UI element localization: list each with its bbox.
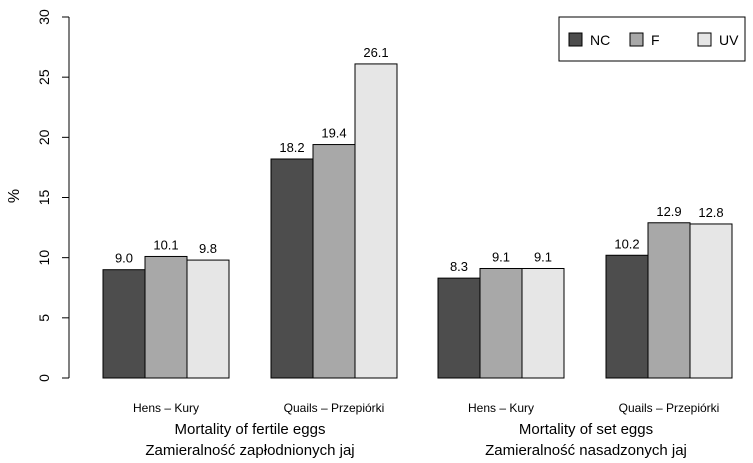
bar-f [480,268,522,378]
bar-uv [522,268,564,378]
group-label: Hens – Kury [133,401,199,415]
section-title: Mortality of set eggs [519,421,653,438]
legend-label: UV [719,32,739,48]
bar-uv [355,64,397,378]
bar-value-label: 12.9 [656,204,681,219]
bar-value-label: 18.2 [279,140,304,155]
bars [103,64,732,378]
group-label: Hens – Kury [468,401,534,415]
y-tick-label: 5 [36,314,52,322]
y-axis: 0 5 10 15 20 25 30 [36,9,69,382]
value-labels: 9.0 10.1 9.8 18.2 19.4 26.1 8.3 9.1 9.1 10.2 12.9 1… [115,45,724,274]
y-tick-label: 20 [36,129,52,145]
legend-label: F [651,32,660,48]
group-label: Quails – Przepiórki [284,401,385,415]
bar-value-label: 9.8 [199,241,217,256]
bar-value-label: 8.3 [450,259,468,274]
y-tick-label: 30 [36,9,52,25]
bar-value-label: 9.0 [115,251,133,266]
bar-f [145,256,187,378]
legend-label: NC [590,32,610,48]
bar-value-label: 9.1 [492,249,510,264]
group-label: Quails – Przepiórki [619,401,720,415]
bar-value-label: 9.1 [534,249,552,264]
bar-value-label: 10.1 [153,237,178,252]
legend: NC F UV [559,17,745,61]
bar-f [313,145,355,378]
bar-value-label: 10.2 [614,236,639,251]
bar-nc [103,270,145,378]
bar-value-label: 19.4 [321,126,346,141]
section-subtitle: Zamieralność nasadzonych jaj [485,442,687,459]
y-tick-label: 15 [36,190,52,206]
y-tick-label: 25 [36,69,52,85]
legend-swatch-f [630,33,643,46]
section-subtitle: Zamieralność zapłodnionych jaj [145,442,354,459]
y-tick-label: 10 [36,250,52,266]
y-axis-label: % [6,189,23,203]
bar-uv [187,260,229,378]
bar-nc [438,278,480,378]
legend-swatch-uv [698,33,711,46]
section-labels: Mortality of fertile eggs Zamieralność za… [145,421,687,459]
bar-nc [271,159,313,378]
bar-value-label: 26.1 [363,45,388,60]
bar-nc [606,255,648,378]
legend-swatch-nc [569,33,582,46]
y-tick-label: 0 [36,374,52,382]
group-labels: Hens – Kury Quails – Przepiórki Hens – Kur… [133,401,719,415]
section-title: Mortality of fertile eggs [175,421,326,438]
bar-uv [690,224,732,378]
bar-value-label: 12.8 [698,205,723,220]
bar-f [648,223,690,378]
